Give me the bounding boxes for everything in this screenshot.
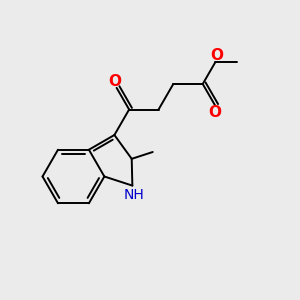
- Text: O: O: [209, 105, 222, 120]
- Text: O: O: [109, 74, 122, 89]
- Text: O: O: [210, 48, 223, 63]
- Text: NH: NH: [124, 188, 144, 202]
